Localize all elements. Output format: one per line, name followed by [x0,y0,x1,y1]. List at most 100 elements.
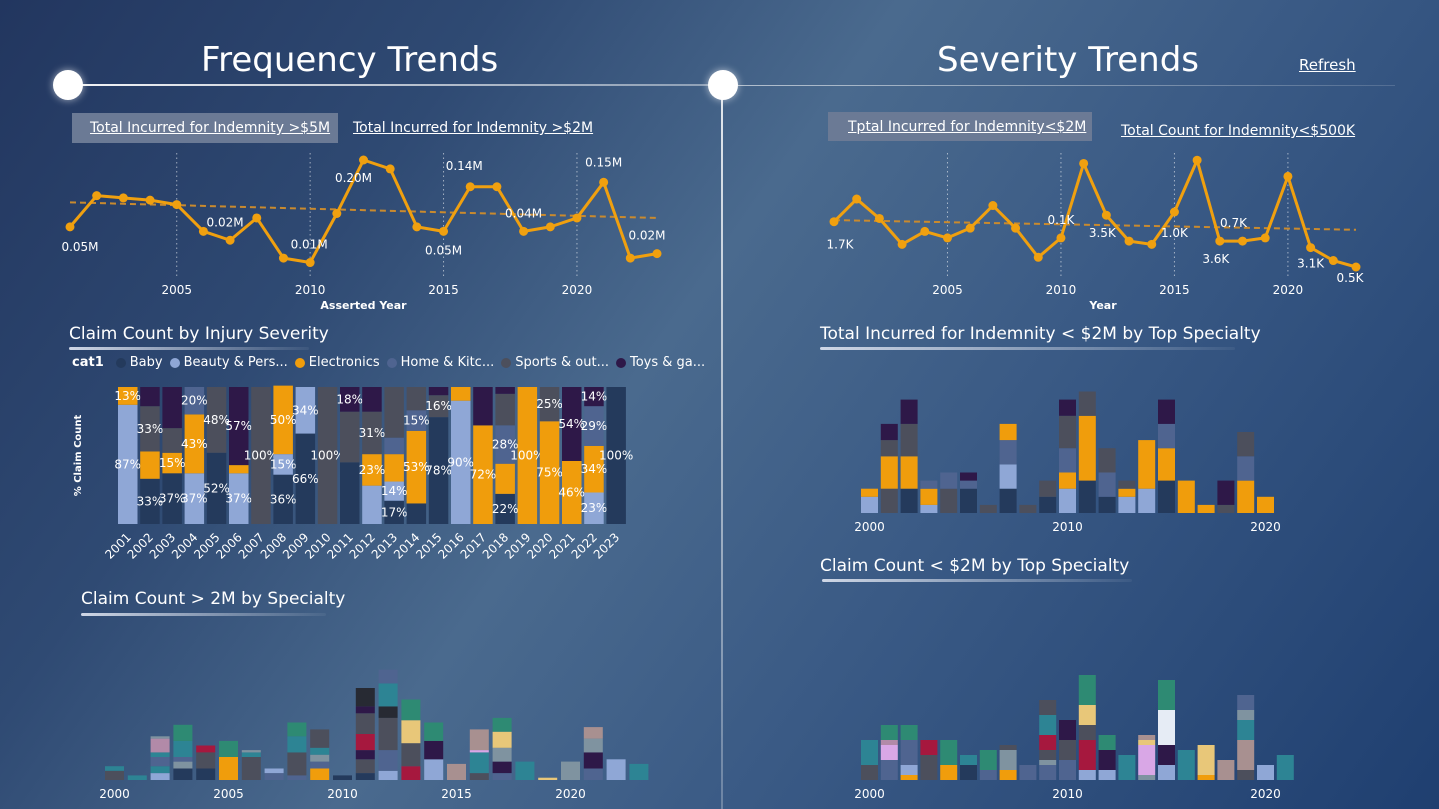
bar-2013-sand-2[interactable] [401,720,421,744]
bar-2015-electronics-1[interactable] [1158,448,1175,481]
bar-2003-baby-0[interactable] [173,768,193,781]
s-btn1-box[interactable] [828,112,1092,141]
data-point-2009[interactable] [1033,252,1043,262]
bar-2012-baby-0[interactable] [1098,496,1116,513]
bar-label-2001-0[interactable]: 87% [114,457,141,471]
bar-label-2011-2[interactable]: 18% [336,392,363,406]
bar-2012-toys-1[interactable] [1098,750,1116,770]
data-point-2010[interactable] [305,258,315,268]
bar-label-2023-0[interactable]: 100% [599,449,633,463]
bar-label-2003-0[interactable]: 37% [159,492,186,506]
bar-2015-green-3[interactable] [1158,680,1175,710]
bar-2016-teal-1[interactable] [469,752,489,774]
bar-label-2015-0[interactable]: 78% [425,464,452,478]
bar-2012-toys-3[interactable] [362,387,382,412]
bar-2014-beauty-0[interactable] [424,759,444,780]
bar-2001-electronics-1[interactable] [880,456,898,489]
bar-label-2008-0[interactable]: 36% [270,492,297,506]
bar-2002-electronics-1[interactable] [140,451,160,479]
data-point-2018[interactable] [519,226,529,236]
bar-2001-beauty-0[interactable] [118,404,138,524]
data-point-2015[interactable] [439,226,449,236]
bar-2005-toys-2[interactable] [960,472,977,481]
bar-2009-beauty-1[interactable] [295,387,316,434]
bar-2018-rose-0[interactable] [1217,760,1235,780]
bar-2015-toys-1[interactable] [1158,745,1175,765]
bar-2015-pale-2[interactable] [1158,710,1175,745]
bar-2014-beauty-0[interactable] [1138,488,1156,513]
bar-2014-home-2[interactable] [406,410,427,431]
bar-2021-electronics-0[interactable] [562,460,582,524]
bar-2018-sports-0[interactable] [1217,504,1235,513]
bar-label-2022-2[interactable]: 29% [581,419,608,433]
bar-2022-beauty-0[interactable] [606,759,626,780]
bar-label-2003-1[interactable]: 15% [159,456,186,470]
data-point-2004[interactable] [145,195,155,205]
data-point-2017[interactable] [1215,236,1225,246]
bar-2008-sports-0[interactable] [1019,504,1037,513]
bar-2013-green-3[interactable] [401,699,421,721]
bar-2005-baby-0[interactable] [960,488,977,513]
data-point-2011[interactable] [1079,158,1089,168]
bar-2001-green-3[interactable] [880,725,898,740]
bar-2001-teal-0[interactable] [127,775,147,780]
data-point-2010[interactable] [1056,233,1066,243]
bar-label-2009-0[interactable]: 66% [292,472,319,486]
data-point-2002[interactable] [92,191,102,201]
bar-label-2013-1[interactable]: 14% [381,484,408,498]
bar-2003-electronics-1[interactable] [920,488,938,505]
bar-2001-lilac-1[interactable] [880,745,898,760]
severity-line-chart[interactable]: 2005 2010 2015 2020 Year 1.7K 0.1K 3.5K 1.0K 3.6K… [810,145,1380,315]
bar-label-2008-1[interactable]: 15% [270,457,297,471]
bar-2010-toys-4[interactable] [1059,399,1076,416]
bar-2002-green-3[interactable] [900,725,918,740]
bar-label-2002-0[interactable]: 33% [137,494,164,508]
bar-2018-toys-4[interactable] [495,387,515,394]
bar-2007-beauty-1[interactable] [264,768,284,774]
bar-2012-sports-2[interactable] [378,717,398,751]
bar-2018-electronics-1[interactable] [495,463,515,494]
bar-2009-crimson-3[interactable] [1039,735,1057,750]
data-point-2001[interactable] [65,222,75,232]
freq-indemnity-5m-button[interactable]: Total Incurred for Indemnity >$5M [90,120,331,136]
bar-2012-electronics-1[interactable] [362,454,382,486]
bar-2001-home-0[interactable] [880,760,898,780]
bar-2006-teal-1[interactable] [241,752,261,757]
bar-2002-teal-1[interactable] [150,766,170,774]
bar-2009-teal-3[interactable] [310,747,330,755]
bar-2013-sports-2[interactable] [1118,480,1136,489]
bar-2005-green-1[interactable] [219,740,238,757]
data-point-2011[interactable] [332,209,342,218]
bar-2021-rose-3[interactable] [583,727,603,739]
bar-label-2004-2[interactable]: 20% [181,394,208,408]
bar-2005-sports-1[interactable] [206,387,227,453]
bar-2012-home-5[interactable] [378,669,398,684]
bar-2011-dark-6[interactable] [355,688,375,707]
bar-2015-baby-0[interactable] [1158,480,1175,513]
data-point-2005[interactable] [172,200,182,210]
sev-top-bar-chart[interactable]: 2000 2010 2020 [820,350,1340,545]
bar-2007-electronics-0[interactable] [999,770,1017,780]
bar-2017-toys-1[interactable] [473,387,493,426]
bar-2003-electronics-1[interactable] [162,452,182,474]
data-point-2006[interactable] [198,226,208,236]
bar-2001-sports-0[interactable] [880,488,898,513]
bar-2014-green-2[interactable] [424,722,444,741]
bar-2002-electronics-1[interactable] [900,456,918,489]
bar-label-2020-1[interactable]: 25% [536,397,563,411]
bar-2020-electronics-0[interactable] [1257,496,1274,513]
sev-count-lt500k-button[interactable]: Total Count for Indemnity<$500K [1121,123,1356,139]
bar-2015-rose-0[interactable] [447,763,466,780]
bar-2013-electronics-2[interactable] [384,454,404,482]
bar-2015-toys-2[interactable] [428,387,449,396]
bar-label-2016-0[interactable]: 90% [447,455,474,469]
bar-2003-baby-0[interactable] [162,473,182,524]
bar-label-2004-0[interactable]: 37% [181,492,208,506]
bar-2010-home-2[interactable] [1059,448,1076,473]
bar-2011-toys-5[interactable] [355,706,375,714]
bar-2014-toys-1[interactable] [424,740,444,760]
bar-2013-sports-1[interactable] [401,743,421,767]
bar-2007-sports-2[interactable] [999,745,1017,750]
bar-2011-sports-1[interactable] [355,759,375,774]
bar-2018-sports-3[interactable] [495,393,515,426]
